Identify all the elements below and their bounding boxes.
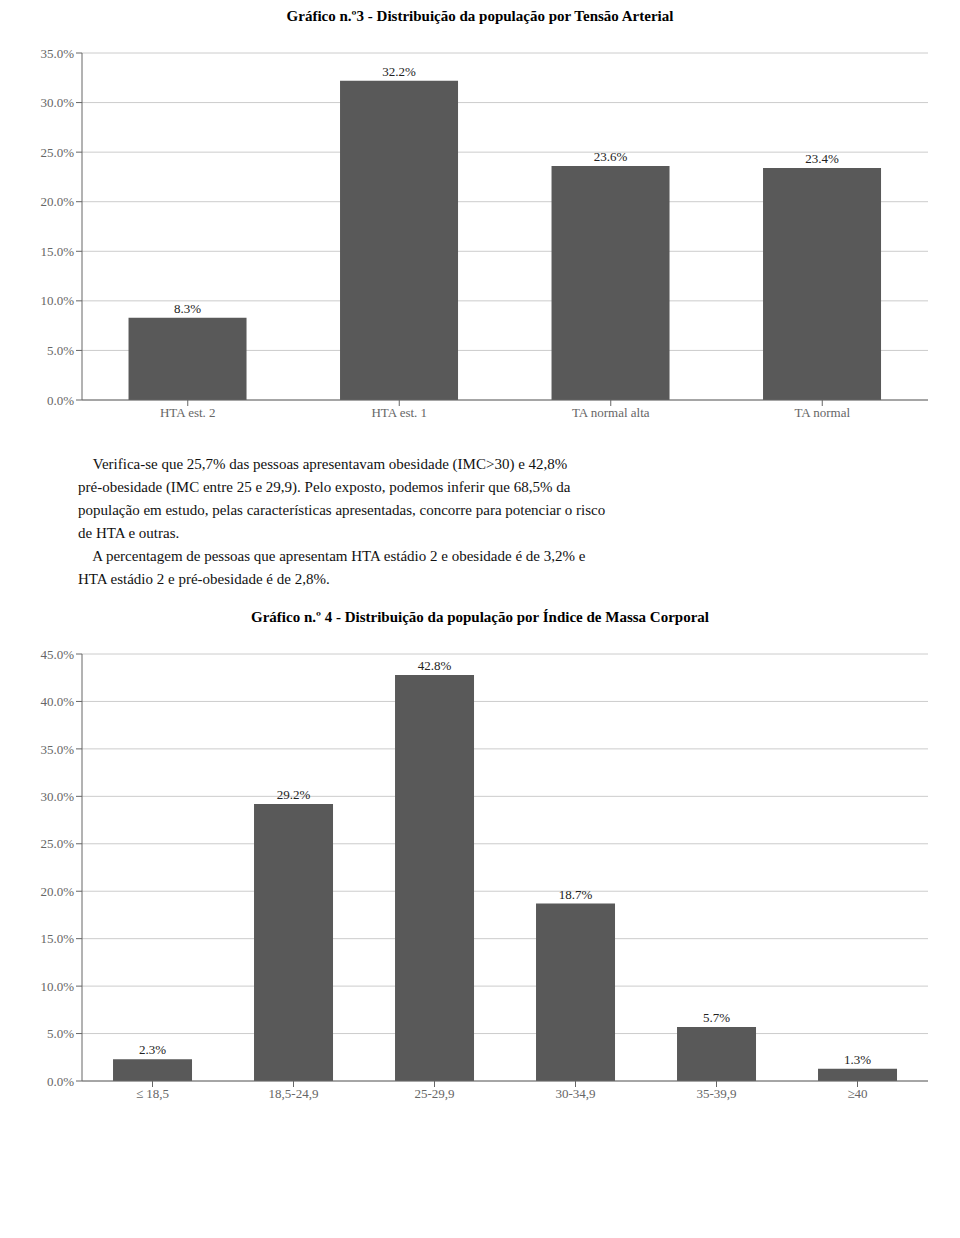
svg-text:TA normal alta: TA normal alta	[572, 405, 650, 420]
svg-text:15.0%: 15.0%	[40, 244, 74, 259]
html-text:A percentagem de pessoas que a: A percentagem de pessoas que apresentam …	[78, 548, 586, 564]
svg-text:20.0%: 20.0%	[40, 194, 74, 209]
html-text:Gráfico n.º3 - Distribuição da: Gráfico n.º3 - Distribuição da população…	[286, 8, 674, 24]
svg-text:0.0%: 0.0%	[47, 393, 74, 408]
svg-text:18.7%: 18.7%	[559, 887, 593, 902]
html-text:Gráfico n.º 4 - Distribuição d: Gráfico n.º 4 - Distribuição da populaçã…	[251, 609, 709, 625]
svg-text:5.0%: 5.0%	[47, 1026, 74, 1041]
svg-text:23.4%: 23.4%	[805, 151, 839, 166]
svg-text:TA normal: TA normal	[794, 405, 850, 420]
svg-text:30.0%: 30.0%	[40, 789, 74, 804]
svg-text:5.7%: 5.7%	[703, 1010, 730, 1025]
svg-text:29.2%: 29.2%	[277, 787, 311, 802]
html-text:população em estudo, pelas car: população em estudo, pelas característic…	[78, 502, 606, 518]
html-text:de HTA e outras.: de HTA e outras.	[78, 525, 180, 541]
svg-text:30-34,9: 30-34,9	[555, 1086, 595, 1101]
svg-text:25.0%: 25.0%	[40, 836, 74, 851]
svg-text:25.0%: 25.0%	[40, 145, 74, 160]
svg-text:42.8%: 42.8%	[418, 658, 452, 673]
svg-text:32.2%: 32.2%	[382, 64, 416, 79]
svg-text:1.3%: 1.3%	[844, 1052, 871, 1067]
svg-text:25-29,9: 25-29,9	[414, 1086, 454, 1101]
svg-text:30.0%: 30.0%	[40, 95, 74, 110]
svg-text:20.0%: 20.0%	[40, 884, 74, 899]
svg-text:18,5-24,9: 18,5-24,9	[269, 1086, 319, 1101]
svg-text:2.3%: 2.3%	[139, 1042, 166, 1057]
svg-text:35.0%: 35.0%	[40, 742, 74, 757]
svg-text:8.3%: 8.3%	[174, 301, 201, 316]
svg-text:≥40: ≥40	[847, 1086, 867, 1101]
svg-text:23.6%: 23.6%	[594, 149, 628, 164]
html-text:pré-obesidade (IMC entre 25 e: pré-obesidade (IMC entre 25 e 29,9). Pel…	[78, 479, 571, 495]
svg-text:HTA est. 1: HTA est. 1	[371, 405, 427, 420]
svg-text:40.0%: 40.0%	[40, 694, 74, 709]
svg-text:35.0%: 35.0%	[40, 46, 74, 61]
svg-text:35-39,9: 35-39,9	[696, 1086, 736, 1101]
html-text:Verifica-se que 25,7% das pess: Verifica-se que 25,7% das pessoas aprese…	[78, 456, 568, 472]
svg-text:≤ 18,5: ≤ 18,5	[136, 1086, 169, 1101]
svg-text:45.0%: 45.0%	[40, 647, 74, 662]
svg-text:HTA est. 2: HTA est. 2	[160, 405, 216, 420]
html-text:HTA estádio 2 e pré-obesidade: HTA estádio 2 e pré-obesidade é de 2,8%.	[78, 571, 330, 587]
svg-text:15.0%: 15.0%	[40, 931, 74, 946]
svg-text:10.0%: 10.0%	[40, 293, 74, 308]
svg-text:10.0%: 10.0%	[40, 979, 74, 994]
svg-text:5.0%: 5.0%	[47, 343, 74, 358]
svg-text:0.0%: 0.0%	[47, 1074, 74, 1089]
